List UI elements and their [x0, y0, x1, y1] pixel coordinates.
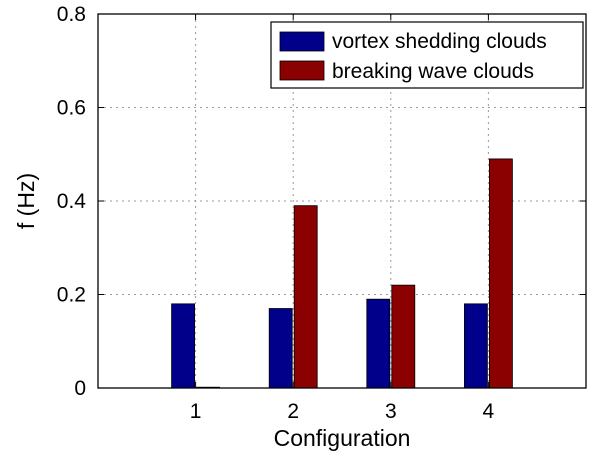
y-tick-label: 0.4 — [57, 190, 87, 213]
bar-vortex-shedding — [463, 303, 488, 389]
ticks-layer: 0 0.2 0.4 0.6 0.8 1 2 3 4 — [57, 3, 586, 423]
bar-vortex-shedding — [171, 303, 196, 389]
y-tick-label: 0.8 — [57, 3, 86, 26]
legend-swatch-vortex-shedding — [279, 31, 325, 52]
x-tick-label: 4 — [483, 400, 495, 423]
bar-breaking-wave — [391, 284, 416, 389]
y-tick-label: 0.6 — [57, 97, 86, 120]
bar-vortex-shedding — [268, 308, 293, 389]
legend-label-breaking-wave: breaking wave clouds — [332, 60, 534, 83]
grid-layer — [98, 14, 586, 388]
legend-swatch-breaking-wave — [279, 60, 325, 81]
bar-breaking-wave — [488, 158, 513, 389]
x-tick-label: 2 — [287, 400, 299, 423]
x-tick-label: 1 — [190, 400, 202, 423]
x-tick-label: 3 — [385, 400, 397, 423]
x-axis-label: Configuration — [274, 425, 411, 451]
y-axis-label: f (Hz) — [13, 173, 39, 229]
legend: vortex shedding clouds breaking wave clo… — [270, 21, 584, 89]
bar-breaking-wave — [293, 205, 318, 389]
y-tick-label: 0 — [74, 377, 86, 400]
legend-label-vortex-shedding: vortex shedding clouds — [332, 30, 547, 53]
y-tick-label: 0.2 — [57, 284, 86, 307]
bar-vortex-shedding — [366, 298, 391, 389]
bars-layer — [171, 158, 513, 389]
